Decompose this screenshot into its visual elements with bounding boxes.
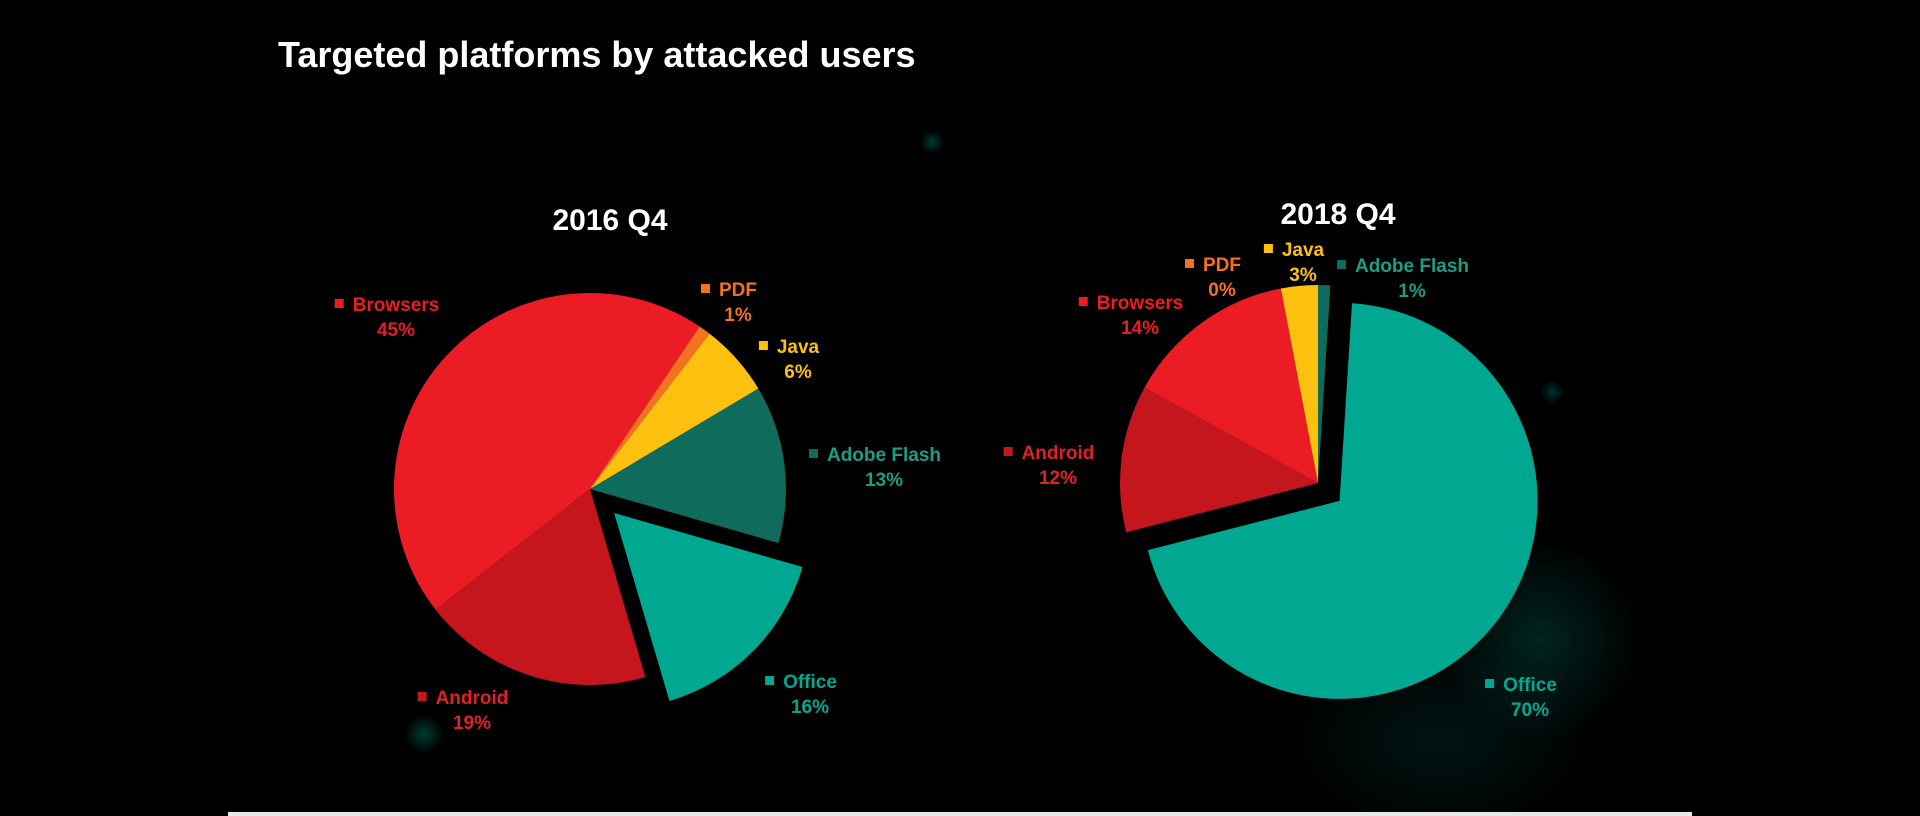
- data-label-name: Adobe Flash: [1355, 256, 1469, 277]
- legend-marker: [1185, 259, 1194, 268]
- pie-slice-office: [1147, 303, 1538, 699]
- pie-chart-title: 2016 Q4: [552, 204, 667, 237]
- data-label-value: 45%: [377, 320, 415, 341]
- pie-chart-2018-q4: 2018 Q4 Adobe Flash 1% Office 70% Android 12% B…: [1003, 198, 1557, 721]
- data-label-adobe-flash: Adobe Flash 13%: [809, 445, 941, 491]
- data-label-value: 3%: [1289, 265, 1317, 286]
- data-label-value: 14%: [1121, 318, 1159, 339]
- data-label-name: Java: [777, 337, 820, 358]
- pie-chart-title: 2018 Q4: [1280, 198, 1395, 231]
- data-label-value: 1%: [724, 305, 752, 326]
- legend-marker: [334, 299, 344, 308]
- data-label-browsers: Browsers 14%: [1078, 293, 1184, 339]
- pie-slice-office: [614, 512, 803, 701]
- data-label-value: 19%: [453, 713, 491, 734]
- pie-slice-java: [590, 333, 759, 489]
- data-label-office: Office 16%: [765, 672, 837, 718]
- pie-slice-android: [435, 489, 646, 686]
- legend-marker: [1078, 297, 1088, 306]
- legend-marker: [758, 341, 768, 350]
- data-label-name: PDF: [719, 280, 757, 301]
- data-label-java: Java 6%: [758, 337, 820, 383]
- data-label-value: 13%: [865, 470, 903, 491]
- data-label-value: 0%: [1208, 280, 1236, 301]
- data-label-browsers: Browsers 45%: [334, 295, 440, 341]
- data-label-name: Android: [436, 688, 509, 709]
- data-label-name: Office: [783, 672, 837, 693]
- data-label-name: Java: [1282, 240, 1325, 261]
- data-label-value: 1%: [1398, 281, 1426, 302]
- data-label-name: Office: [1503, 675, 1557, 696]
- legend-marker: [1003, 447, 1013, 456]
- pie-slice-browsers: [1144, 288, 1318, 483]
- data-label-value: 6%: [784, 362, 812, 383]
- legend-marker: [701, 284, 710, 293]
- data-label-office: Office 70%: [1485, 675, 1557, 721]
- data-label-android: Android 12%: [1003, 443, 1095, 489]
- legend-marker: [809, 449, 818, 458]
- chart-title: Targeted platforms by attacked users: [278, 34, 916, 75]
- pie-slice-adobe-flash: [1318, 285, 1331, 483]
- data-label-value: 16%: [791, 697, 829, 718]
- pie-slice-java: [1280, 285, 1318, 483]
- data-label-name: PDF: [1203, 255, 1241, 276]
- legend-marker: [1263, 244, 1273, 253]
- pie-slice-pdf: [590, 326, 710, 489]
- data-label-name: Android: [1022, 443, 1095, 464]
- data-label-value: 12%: [1039, 468, 1077, 489]
- legend-marker: [765, 676, 775, 685]
- bottom-divider: [228, 812, 1692, 816]
- legend-marker: [1485, 679, 1495, 688]
- legend-marker: [1337, 260, 1346, 269]
- data-label-adobe-flash: Adobe Flash 1%: [1337, 256, 1469, 302]
- data-label-pdf: PDF 0%: [1185, 255, 1241, 301]
- data-label-java: Java 3%: [1263, 240, 1325, 286]
- pie-chart-2016-q4: 2016 Q4 PDF 1% Java 6% Adobe Flash 13% Office 16…: [334, 204, 941, 734]
- data-label-value: 70%: [1511, 700, 1549, 721]
- data-label-name: Browsers: [1097, 293, 1184, 314]
- legend-marker: [417, 692, 427, 701]
- data-label-name: Browsers: [353, 295, 440, 316]
- pie-slice-adobe-flash: [590, 388, 787, 544]
- pie-slice-android: [1119, 387, 1318, 533]
- data-label-name: Adobe Flash: [827, 445, 941, 466]
- data-label-android: Android 19%: [417, 688, 509, 734]
- data-label-pdf: PDF 1%: [701, 280, 757, 326]
- pie-slice-browsers: [394, 293, 700, 610]
